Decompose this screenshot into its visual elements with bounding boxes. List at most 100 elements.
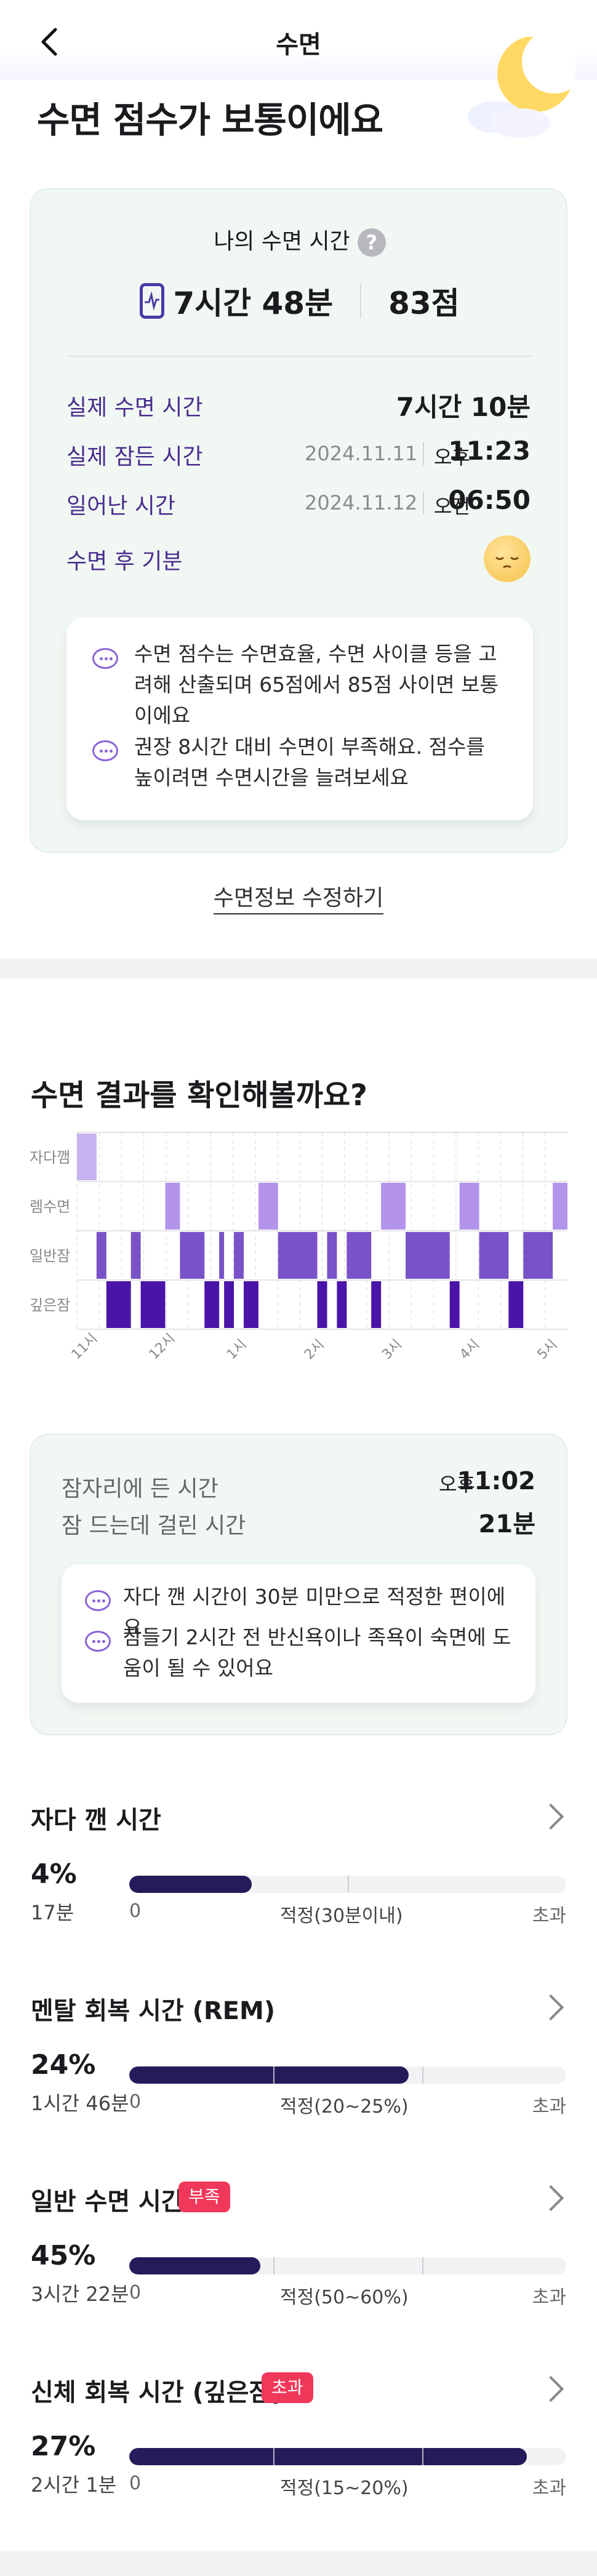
message-icon (92, 740, 118, 761)
bedtime-card: 잠자리에 든 시간 오후 11:02 잠 드는데 걸린 시간 21분 자다 깬 … (30, 1434, 567, 1735)
watch-icon (140, 283, 165, 319)
stage-progress-bar (129, 2066, 566, 2084)
woke-up-time: 06:50 (448, 485, 531, 515)
divider (360, 284, 362, 318)
fell-asleep-label: 실제 잠든 시간 (66, 444, 203, 470)
stage-duration: 3시간 22분 (31, 2282, 129, 2306)
stage-segment (140, 1281, 166, 1328)
stage-progress-bar (129, 2257, 566, 2274)
message-icon (85, 1590, 111, 1611)
stage-segment (371, 1281, 382, 1328)
scale-over: 초과 (532, 2096, 566, 2118)
scale-range: 적정(30분이내) (280, 1905, 403, 1927)
stage-percent: 27% (31, 2431, 96, 2462)
edit-sleep-info-link[interactable]: 수면정보 수정하기 (0, 880, 597, 914)
woke-up-ampm: 오전 (434, 495, 470, 518)
x-tick-label: 2시 (302, 1337, 327, 1362)
sleep-tip: 권장 8시간 대비 수면이 부족해요. 점수를 높이려면 수면시간을 늘려보세요 (134, 735, 485, 790)
bedtime-tip: 잠들기 2시간 전 반신욕이나 족욕이 숙면에 도움이 될 수 있어요 (123, 1625, 511, 1680)
scale-tick (348, 1876, 349, 1893)
back-icon[interactable] (31, 23, 68, 60)
actual-sleep-label: 실제 수면 시간 (66, 395, 203, 420)
progress-fill (129, 1876, 252, 1893)
row-label: 렘수면 (30, 1198, 70, 1215)
stage-segment (327, 1232, 337, 1279)
stage-segment (405, 1232, 450, 1279)
sleepy-face-icon (484, 535, 531, 582)
scale-range: 적정(50~60%) (280, 2287, 409, 2308)
stage-segment (165, 1183, 180, 1230)
stage-segment (180, 1232, 205, 1279)
bedtime-tips-box: 자다 깬 시간이 30분 미만으로 적정한 편이에요 잠들기 2시간 전 반신욕… (62, 1564, 535, 1703)
bedtime-value: 11:02 (457, 1467, 535, 1495)
help-icon[interactable]: ? (357, 228, 386, 257)
stage-segment (219, 1232, 225, 1279)
top-bar (0, 0, 597, 80)
status-badge: 부족 (178, 2182, 230, 2212)
total-sleep-time: 7시간 48분 (173, 286, 334, 321)
chevron-right-icon[interactable] (537, 1803, 564, 1830)
stage-title: 일반 수면 시간 (31, 2188, 184, 2216)
scale-over: 초과 (532, 2287, 566, 2308)
scale-over: 초과 (532, 1905, 566, 1927)
stage-segment (508, 1281, 524, 1328)
progress-fill (129, 2257, 260, 2274)
stage-segment (106, 1281, 131, 1328)
stage-segment (96, 1232, 106, 1279)
stage-segment (204, 1281, 220, 1328)
moon-cloud-icon (468, 37, 575, 138)
scale-tick (422, 2066, 423, 2084)
stage-title: 신체 회복 시간 (깊은잠) (31, 2378, 283, 2407)
stage-segment (337, 1281, 347, 1328)
stage-segment (553, 1183, 567, 1230)
sleep-summary-row: 7시간 48분 83점 (31, 279, 569, 323)
scale-zero: 0 (129, 2282, 142, 2303)
stage-percent: 4% (31, 1858, 77, 1890)
scale-zero: 0 (129, 1900, 142, 1922)
fell-asleep-date: 2024.11.11 (305, 442, 418, 465)
woke-up-label: 일어난 시간 (66, 494, 176, 519)
stage-title: 자다 깬 시간 (31, 1806, 161, 1834)
message-icon (85, 1631, 111, 1652)
message-icon (92, 648, 118, 669)
scale-zero: 0 (129, 2473, 142, 2494)
sleep-headline: 수면 점수가 보통이에요 (37, 99, 383, 141)
stage-segment (381, 1183, 406, 1230)
stage-segment (347, 1232, 372, 1279)
stage-duration: 1시간 46분 (31, 2092, 129, 2115)
stage-segment (224, 1281, 234, 1328)
bedtime-ampm: 오후 (439, 1473, 475, 1496)
chevron-right-icon[interactable] (537, 2375, 564, 2402)
divider (66, 356, 533, 357)
stage-duration: 17분 (31, 1901, 74, 1924)
scale-zero: 0 (129, 2091, 142, 2113)
scale-range: 적정(15~20%) (280, 2478, 409, 2499)
chevron-right-icon[interactable] (537, 2185, 564, 2212)
fell-asleep-time: 11:23 (448, 436, 531, 466)
scale-range: 적정(20~25%) (280, 2096, 409, 2118)
scale-tick (273, 2257, 275, 2274)
stage-segment (523, 1232, 553, 1279)
sleep-summary-card: 나의 수면 시간? 7시간 48분 83점 실제 수면 시간 7시간 10분 실… (30, 188, 567, 853)
status-badge: 초과 (262, 2372, 313, 2403)
sleep-tips-box: 수면 점수는 수면효율, 수면 사이클 등을 고려해 산출되며 65점에서 85… (66, 617, 533, 820)
progress-fill (129, 2448, 527, 2465)
section-divider (0, 2551, 597, 2576)
page-title: 수면 (276, 31, 321, 59)
mood-label: 수면 후 기분 (66, 549, 183, 574)
chevron-right-icon[interactable] (537, 1994, 564, 2021)
stage-segment (479, 1232, 509, 1279)
row-label: 일반잠 (30, 1247, 70, 1265)
bedtime-label: 잠자리에 든 시간 (62, 1476, 218, 1502)
row-label: 깊은잠 (30, 1297, 70, 1314)
row-label: 자다깸 (30, 1149, 70, 1166)
stage-segment (317, 1281, 327, 1328)
stage-segment (130, 1232, 141, 1279)
stage-title: 멘탈 회복 시간 (REM) (31, 1997, 276, 2025)
fell-asleep-ampm: 오후 (434, 446, 470, 469)
stage-segment (234, 1232, 244, 1279)
progress-fill (129, 2066, 409, 2084)
sleep-score: 83점 (388, 286, 460, 321)
divider (423, 491, 424, 514)
